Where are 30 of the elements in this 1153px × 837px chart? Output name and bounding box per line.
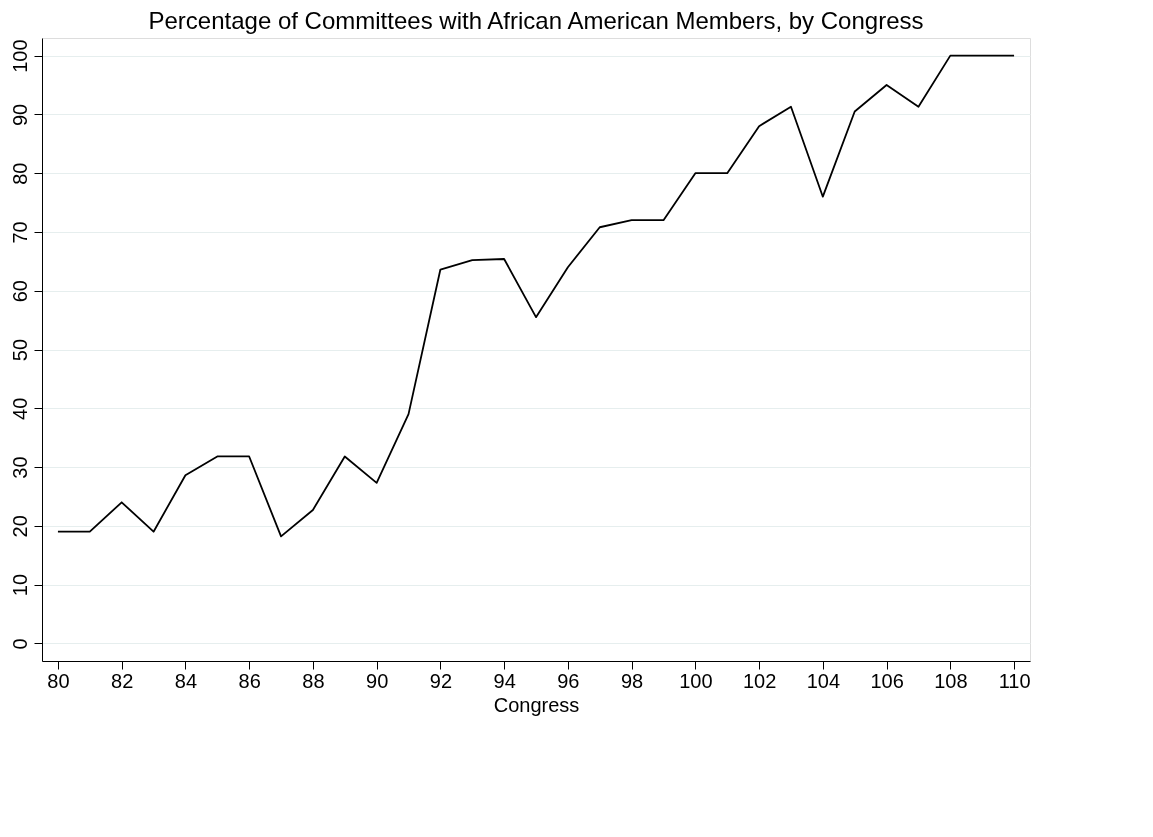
x-tick-label: 84 xyxy=(174,669,198,692)
y-tick-label: 90 xyxy=(8,103,31,127)
y-tick-label: 80 xyxy=(8,162,31,185)
y-tick-label: 0 xyxy=(8,638,31,650)
y-tick-label: 50 xyxy=(8,338,31,362)
x-tick-label: 108 xyxy=(934,669,968,692)
x-tick-label: 92 xyxy=(429,669,453,692)
y-tick-label: 60 xyxy=(8,280,31,303)
y-tick-label: 100 xyxy=(8,39,31,73)
y-tick-label: 70 xyxy=(8,221,31,244)
x-tick-label: 80 xyxy=(47,669,70,692)
line-series xyxy=(57,54,1015,538)
x-tick-label: 94 xyxy=(493,669,516,692)
x-tick-label: 100 xyxy=(679,669,713,692)
x-tick-label: 96 xyxy=(557,669,580,692)
chart-title: Percentage of Committees with African American Members, by Congress xyxy=(148,7,924,34)
x-tick-label: 86 xyxy=(238,669,261,692)
x-axis-title: Congress xyxy=(493,693,580,716)
x-tick-label: 104 xyxy=(806,669,841,692)
x-tick-label: 110 xyxy=(998,669,1031,692)
x-tick-label: 90 xyxy=(366,669,389,692)
y-tick-label: 10 xyxy=(8,573,31,597)
x-tick-label: 102 xyxy=(742,669,777,692)
y-tick-label: 30 xyxy=(8,456,31,479)
x-tick-label: 106 xyxy=(870,669,904,692)
x-tick-label: 88 xyxy=(302,669,325,692)
x-tick-label: 82 xyxy=(111,669,134,692)
y-tick-label: 40 xyxy=(8,397,31,420)
x-tick-label: 98 xyxy=(620,669,644,692)
y-tick-label: 20 xyxy=(8,515,31,538)
